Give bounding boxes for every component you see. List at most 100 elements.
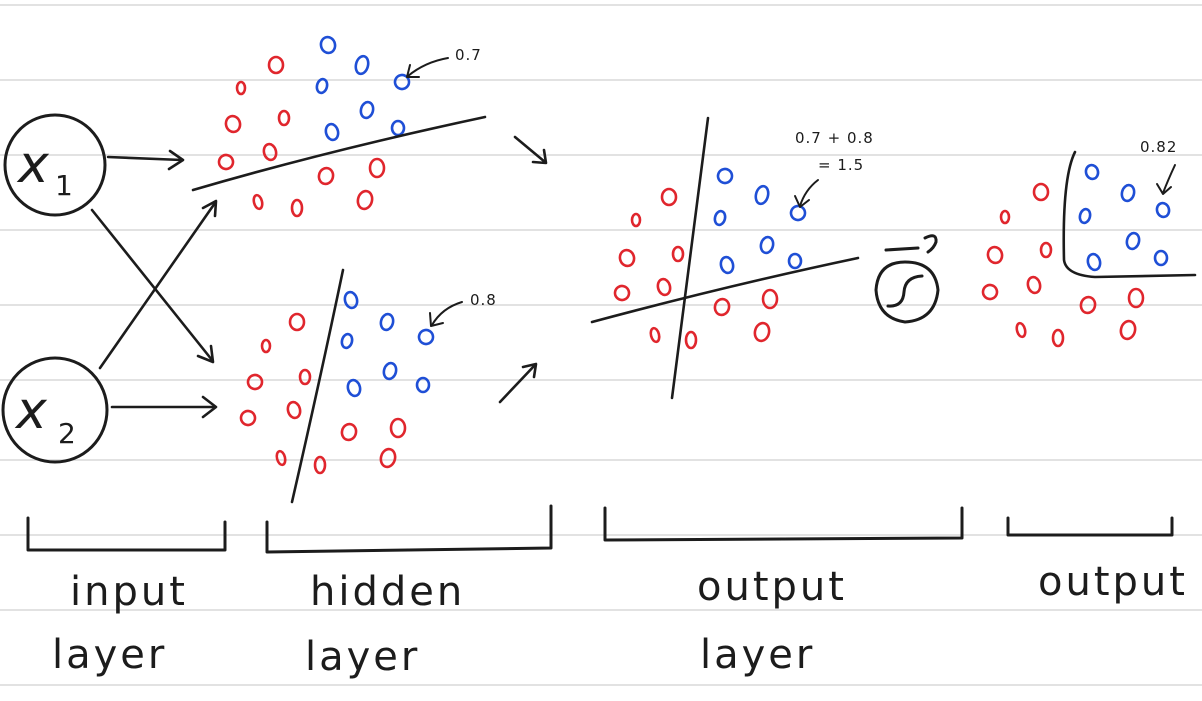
arrow-hidden-top-to-output xyxy=(513,135,548,165)
red-data-point xyxy=(340,422,358,442)
input-sub-x1: 1 xyxy=(55,169,73,202)
red-data-point xyxy=(252,193,264,211)
red-data-point xyxy=(356,189,374,211)
output-boundary-vertical xyxy=(670,116,710,400)
input-node-x1: x 1 xyxy=(3,113,107,217)
hidden-bottom-cluster xyxy=(239,290,435,475)
input-node-x2: x 2 xyxy=(1,356,109,464)
red-data-point xyxy=(999,209,1011,225)
blue-data-point xyxy=(1120,183,1136,203)
annotation-output-final: 0.82 xyxy=(1140,138,1177,156)
blue-data-point xyxy=(1084,163,1100,181)
blue-data-point xyxy=(379,312,395,332)
blue-data-point xyxy=(719,255,735,275)
caption-output: output xyxy=(1038,559,1188,605)
red-data-point xyxy=(389,417,407,439)
red-data-point xyxy=(368,157,386,179)
red-data-point xyxy=(761,288,779,310)
blue-data-point xyxy=(716,167,734,185)
pointer-arrow-hidden-bottom xyxy=(429,301,463,327)
blue-data-point xyxy=(713,209,727,227)
arrow-hidden-bottom-to-output xyxy=(498,362,538,404)
red-data-point xyxy=(986,245,1004,265)
bracket-input-layer xyxy=(26,516,227,552)
annotation-hidden-bottom: 0.8 xyxy=(470,291,497,309)
caption-output-layer-line2: layer xyxy=(700,632,815,678)
red-data-point xyxy=(239,409,257,427)
blue-data-point xyxy=(1153,249,1169,267)
red-data-point xyxy=(260,338,272,354)
output-final-cluster xyxy=(981,163,1171,348)
red-data-point xyxy=(1119,319,1137,341)
red-data-point xyxy=(1051,328,1065,348)
bracket-output-layer xyxy=(603,506,964,542)
input-var-x2: x xyxy=(14,381,48,441)
hidden-bottom-boundary xyxy=(290,268,345,504)
blue-data-point xyxy=(417,328,435,346)
caption-output-layer-line1: output xyxy=(697,564,847,610)
arrow-x1-to-hidden-top xyxy=(106,149,185,171)
red-data-point xyxy=(275,449,287,467)
red-data-point xyxy=(298,368,312,386)
annotation-hidden-top: 0.7 xyxy=(455,46,482,64)
red-data-point xyxy=(1015,321,1027,339)
blue-data-point xyxy=(759,235,775,255)
arrow-x1-to-hidden-bottom xyxy=(90,208,215,364)
red-data-point xyxy=(618,248,636,268)
output-final-boundary xyxy=(1062,150,1197,279)
red-data-point xyxy=(660,187,678,207)
red-data-point xyxy=(286,400,302,420)
red-data-point xyxy=(649,326,661,344)
red-data-point xyxy=(684,330,698,350)
red-data-point xyxy=(317,166,335,186)
blue-data-point xyxy=(343,290,359,310)
red-data-point xyxy=(290,198,304,218)
red-data-point xyxy=(671,245,685,263)
hidden-top-cluster xyxy=(217,35,411,218)
pointer-arrow-output-final xyxy=(1156,164,1176,195)
annotation-output-sum: 0.7 + 0.8 xyxy=(795,129,874,147)
red-data-point xyxy=(1032,182,1050,202)
red-data-point xyxy=(217,153,235,171)
output-boundary-horizontal xyxy=(590,256,860,324)
red-data-point xyxy=(1039,241,1053,259)
caption-input-line2: layer xyxy=(52,632,167,678)
bracket-output xyxy=(1006,516,1174,537)
blue-data-point xyxy=(1155,201,1171,219)
hidden-top-boundary xyxy=(191,115,487,192)
red-data-point xyxy=(981,283,999,301)
red-data-point xyxy=(713,297,731,317)
arrow-x2-to-hidden-top xyxy=(98,199,218,370)
blue-data-point xyxy=(319,35,337,55)
blue-data-point xyxy=(1086,252,1102,272)
blue-data-point xyxy=(340,332,354,350)
red-data-point xyxy=(1026,275,1042,295)
pointer-arrow-hidden-top xyxy=(406,57,449,78)
sigmoid-icon xyxy=(874,234,940,324)
blue-data-point xyxy=(315,77,329,95)
annotation-output-result: = 1.5 xyxy=(818,156,864,174)
pointer-arrow-output-layer xyxy=(794,179,819,208)
blue-data-point xyxy=(393,73,411,91)
blue-data-point xyxy=(382,361,398,381)
blue-data-point xyxy=(789,204,807,222)
caption-input-line1: input xyxy=(70,569,188,615)
input-var-x1: x xyxy=(16,135,50,195)
input-sub-x2: 2 xyxy=(58,417,76,450)
red-data-point xyxy=(379,447,397,469)
output-layer-cluster xyxy=(613,167,807,350)
blue-data-point xyxy=(754,184,770,206)
blue-data-point xyxy=(787,252,803,270)
red-data-point xyxy=(613,284,631,302)
blue-data-point xyxy=(354,54,370,76)
blue-data-point xyxy=(346,378,362,398)
blue-data-point xyxy=(1125,231,1141,251)
red-data-point xyxy=(656,277,672,297)
red-data-point xyxy=(224,114,242,134)
caption-hidden-line2: layer xyxy=(305,634,420,680)
red-data-point xyxy=(235,80,247,96)
red-data-point xyxy=(1127,287,1145,309)
blue-data-point xyxy=(390,119,406,137)
